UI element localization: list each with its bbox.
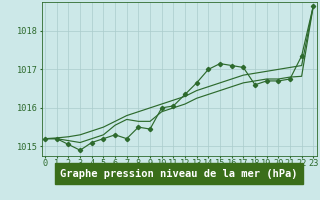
X-axis label: Graphe pression niveau de la mer (hPa): Graphe pression niveau de la mer (hPa) bbox=[60, 168, 298, 179]
